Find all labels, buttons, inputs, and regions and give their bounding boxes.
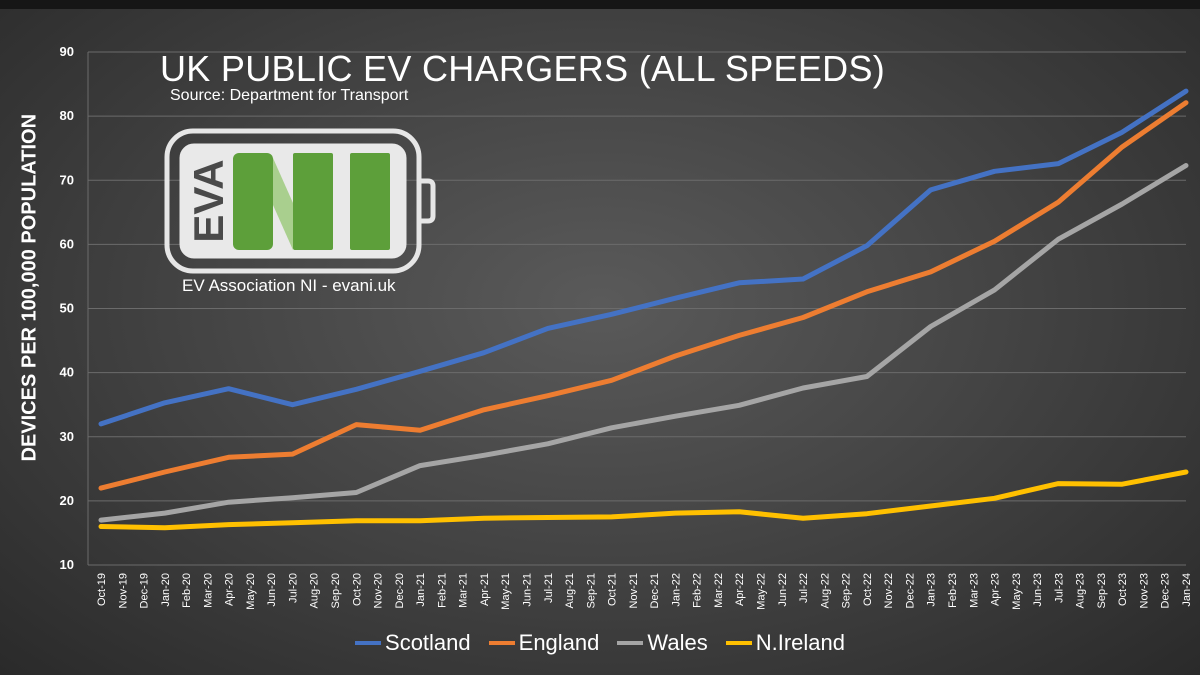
x-tick-label: Nov-23: [1138, 573, 1150, 608]
x-tick-label: Jan-20: [160, 573, 172, 607]
top-border: [0, 0, 1200, 9]
x-tick-label: Oct-19: [96, 573, 108, 606]
x-tick-label: Jun-20: [266, 573, 278, 607]
logo-bar: [233, 153, 273, 250]
x-tick-label: Feb-21: [436, 573, 448, 608]
y-tick-label: 90: [60, 44, 74, 59]
x-tick-label: Aug-21: [564, 573, 576, 608]
x-tick-label: Nov-21: [628, 573, 640, 608]
x-tick-label: Dec-21: [649, 573, 661, 608]
x-tick-label: Apr-22: [734, 573, 746, 606]
x-axis-ticks: Oct-19 Nov-19 Dec-19 Jan-20 Feb-20 Mar-20 Apr-…: [96, 573, 1193, 610]
x-tick-label: Oct-22: [862, 573, 874, 606]
x-tick-label: Sep-20: [330, 573, 342, 608]
x-tick-label: Jul-21: [543, 573, 555, 603]
x-tick-label: Dec-20: [394, 573, 406, 608]
x-tick-label: Oct-23: [1117, 573, 1129, 606]
series-line-england: [98, 100, 1189, 491]
x-tick-label: Aug-22: [819, 573, 831, 608]
x-tick-label: Oct-21: [607, 573, 619, 606]
x-tick-label: Sep-21: [585, 573, 597, 608]
chart-title: UK PUBLIC EV CHARGERS (ALL SPEEDS): [160, 48, 886, 89]
x-tick-label: Mar-20: [202, 573, 214, 608]
legend-label: England: [518, 630, 600, 655]
x-tick-label: Jul-23: [1053, 573, 1065, 603]
x-tick-label: Jan-22: [670, 573, 682, 607]
legend-label: N.Ireland: [755, 630, 845, 655]
x-tick-label: Sep-23: [1096, 573, 1108, 608]
x-tick-label: Apr-23: [990, 573, 1002, 606]
x-tick-label: Nov-20: [373, 573, 385, 608]
legend-item-wales: Wales: [617, 630, 708, 656]
x-tick-label: Aug-20: [309, 573, 321, 608]
y-tick-label: 20: [60, 493, 74, 508]
logo-bar: [293, 153, 333, 250]
y-tick-label: 80: [60, 108, 74, 123]
legend-swatch: [355, 641, 382, 645]
x-tick-label: Apr-21: [479, 573, 491, 606]
x-tick-label: Mar-22: [713, 573, 725, 608]
series-line-nireland: [98, 469, 1189, 531]
y-axis-ticks: 10 20 30 40 50 60 70 80 90: [60, 44, 74, 572]
x-tick-label: Nov-22: [883, 573, 895, 608]
y-tick-label: 10: [60, 557, 74, 572]
x-tick-label: Jun-23: [1032, 573, 1044, 607]
series-line-scotland: [98, 88, 1189, 427]
x-tick-label: Jan-24: [1181, 573, 1193, 607]
chart-subtitle: Source: Department for Transport: [170, 87, 409, 104]
x-tick-label: Dec-22: [904, 573, 916, 608]
y-tick-label: 40: [60, 365, 74, 380]
x-tick-label: Feb-22: [692, 573, 704, 608]
x-tick-label: May-20: [245, 573, 257, 610]
y-tick-label: 60: [60, 236, 74, 251]
x-tick-label: May-22: [756, 573, 768, 610]
legend-swatch: [488, 641, 515, 645]
legend-swatch: [725, 641, 752, 645]
x-tick-label: Dec-19: [139, 573, 151, 608]
eva-ni-logo: EVA: [164, 128, 436, 274]
x-tick-label: Jul-22: [798, 573, 810, 603]
series-line-wales: [98, 163, 1189, 523]
logo-bar: [350, 153, 390, 250]
x-tick-label: Jan-21: [415, 573, 427, 607]
legend: Scotland England Wales N.Ireland: [0, 630, 1200, 656]
logo-caption: EV Association NI - evani.uk: [182, 276, 396, 295]
logo-mark-text: EVA: [185, 159, 232, 242]
x-tick-label: Jun-22: [777, 573, 789, 607]
x-tick-label: May-21: [500, 573, 512, 610]
y-tick-label: 30: [60, 429, 74, 444]
y-tick-label: 50: [60, 301, 74, 316]
legend-item-england: England: [488, 630, 600, 656]
x-tick-label: Mar-21: [458, 573, 470, 608]
legend-swatch: [617, 641, 644, 645]
legend-item-scotland: Scotland: [355, 630, 471, 656]
logo-diagonal: [273, 158, 293, 250]
x-tick-label: Dec-23: [1160, 573, 1172, 608]
x-tick-label: Aug-23: [1075, 573, 1087, 608]
x-tick-label: May-23: [1011, 573, 1023, 610]
legend-item-nireland: N.Ireland: [725, 630, 845, 656]
x-tick-label: Jan-23: [926, 573, 938, 607]
x-tick-label: Feb-20: [181, 573, 193, 608]
x-tick-label: Jul-20: [287, 573, 299, 603]
x-tick-label: Oct-20: [351, 573, 363, 606]
y-axis-label: DEVICES PER 100,000 POPULATION: [18, 113, 41, 462]
y-tick-label: 70: [60, 172, 74, 187]
x-tick-label: Nov-19: [117, 573, 129, 608]
x-tick-label: Jun-21: [521, 573, 533, 607]
series-lines: [98, 88, 1189, 531]
legend-label: Wales: [647, 630, 708, 655]
x-tick-label: Feb-23: [947, 573, 959, 608]
x-tick-label: Apr-20: [224, 573, 236, 606]
x-tick-label: Sep-22: [841, 573, 853, 608]
legend-label: Scotland: [385, 630, 471, 655]
x-tick-label: Mar-23: [968, 573, 980, 608]
